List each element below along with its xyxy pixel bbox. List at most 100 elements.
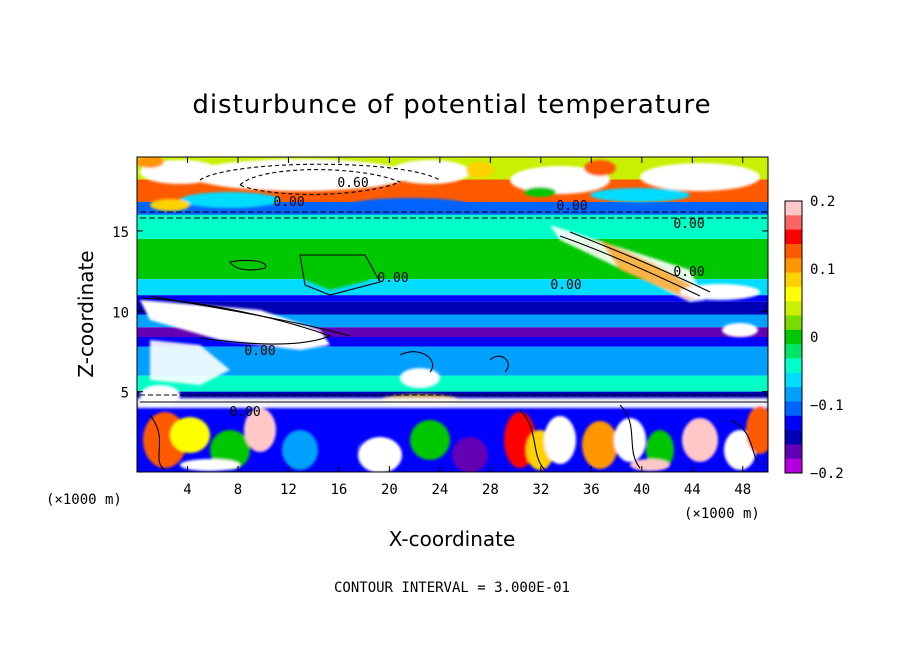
contour-label: 0.60 [337, 176, 368, 191]
heatmap-patch [244, 408, 276, 452]
heatmap-band [137, 301, 768, 315]
colorbar [785, 201, 802, 474]
heatmap-patch [510, 166, 610, 194]
heatmap-patch [524, 187, 556, 197]
x-axis-ticks: 4 8 12 16 20 24 28 32 36 40 44 48 [183, 157, 751, 498]
heatmap-patch [544, 416, 576, 464]
contour-labels: 0.60 0.00 0.00 0.00 0.00 0.00 0.00 0.00 0.00 [229, 176, 704, 420]
heatmap-patch [390, 160, 470, 184]
contour-lines [139, 163, 768, 471]
contour-line [729, 419, 761, 466]
heatmap-patch [410, 420, 450, 460]
heatmap-band [137, 295, 768, 302]
heatmap-patch [590, 188, 690, 202]
heatmap-patch [150, 199, 190, 211]
x-tick-label: 16 [330, 482, 347, 498]
heatmap-patch [180, 459, 240, 471]
x-unit-right: (×1000 m) [684, 506, 760, 522]
x-tick-label: 28 [482, 482, 499, 498]
x-tick-label: 36 [583, 482, 600, 498]
x-tick-label: 20 [381, 482, 398, 498]
heatmap-band [137, 375, 768, 392]
heatmap-patch [584, 160, 616, 176]
colorbar-segment [785, 286, 802, 302]
heatmap-patch [614, 418, 646, 462]
x-tick-label: 40 [633, 482, 650, 498]
colorbar-frame [784, 200, 803, 474]
x-tick-label: 48 [734, 482, 751, 498]
colorbar-tick-label: 0 [810, 330, 818, 346]
colorbar-tick-label: 0.1 [810, 262, 835, 278]
heatmap-patch [582, 421, 618, 469]
contour-line [139, 297, 332, 345]
heatmap-patch [466, 162, 494, 178]
heatmap-patch [350, 198, 470, 212]
heatmap-features [137, 157, 768, 472]
colorbar-segment [785, 444, 802, 460]
colorbar-segment [785, 215, 802, 231]
heatmap-patch [137, 157, 164, 168]
contour-line [489, 355, 509, 373]
colorbar-segment [785, 243, 802, 259]
colorbar-segment [785, 301, 802, 317]
contour-interval-note: CONTOUR INTERVAL = 3.000E-01 [334, 580, 570, 596]
contour-line [399, 351, 433, 373]
heatmap-band [137, 346, 768, 376]
y-axis-label: Z-coordinate [74, 250, 98, 377]
colorbar-segment [785, 201, 802, 216]
colorbar-segment [785, 272, 802, 288]
heatmap-patch [305, 250, 370, 290]
heatmap-patch [400, 368, 440, 388]
colorbar-ticks: 0.2 0.1 0 −0.1 −0.2 [810, 194, 844, 482]
x-tick-label: 44 [684, 482, 701, 498]
colorbar-segment [785, 229, 802, 245]
heatmap-patch [190, 159, 410, 191]
colorbar-tick-label: 0.2 [810, 194, 835, 210]
y-tick-label: 10 [112, 305, 129, 321]
heatmap-patch [140, 300, 330, 350]
colorbar-segment [785, 372, 802, 388]
colorbar-segment [785, 344, 802, 359]
y-tick-label: 15 [112, 225, 129, 241]
heatmap-patch [137, 398, 768, 408]
contour-label: 0.00 [229, 405, 260, 420]
y-axis-ticks: 5 10 15 [112, 225, 768, 402]
contour-label: 0.00 [673, 265, 704, 280]
y-tick-label: 5 [121, 386, 129, 402]
contour-line [619, 404, 641, 469]
colorbar-segment [785, 401, 802, 417]
contour-label: 0.00 [273, 195, 304, 210]
colorbar-segment [785, 329, 802, 345]
colorbar-segment [785, 387, 802, 402]
heatmap-patch [358, 437, 402, 472]
heatmap-patch [682, 418, 718, 462]
contour-label: 0.00 [673, 217, 704, 232]
contour-label: 0.00 [377, 271, 408, 286]
colorbar-tick-label: −0.2 [810, 466, 844, 482]
colorbar-segment [785, 415, 802, 431]
x-tick-label: 8 [234, 482, 242, 498]
x-tick-label: 24 [431, 482, 448, 498]
contour-line [149, 414, 166, 471]
x-unit-left: (×1000 m) [46, 492, 122, 508]
heatmap-patch [722, 323, 758, 337]
colorbar-segment [785, 358, 802, 374]
contour-label: 0.00 [244, 344, 275, 359]
x-axis-label: X-coordinate [389, 527, 516, 551]
heatmap-patch [452, 437, 488, 472]
plot-area [137, 157, 768, 472]
contour-line [229, 259, 267, 271]
chart-title: disturbunce of potential temperature [192, 90, 711, 120]
contour-line [569, 231, 711, 293]
contour-line [239, 169, 402, 195]
heatmap-band [137, 279, 768, 296]
heatmap-patch [150, 340, 230, 385]
heatmap-patch [180, 192, 280, 208]
colorbar-segment [785, 430, 802, 445]
heatmap-band [137, 327, 768, 337]
colorbar-segment [785, 315, 802, 331]
heatmap-band [137, 391, 768, 402]
contour-line [299, 254, 381, 296]
heatmap-patch [746, 406, 768, 454]
colorbar-tick-label: −0.1 [810, 398, 844, 414]
